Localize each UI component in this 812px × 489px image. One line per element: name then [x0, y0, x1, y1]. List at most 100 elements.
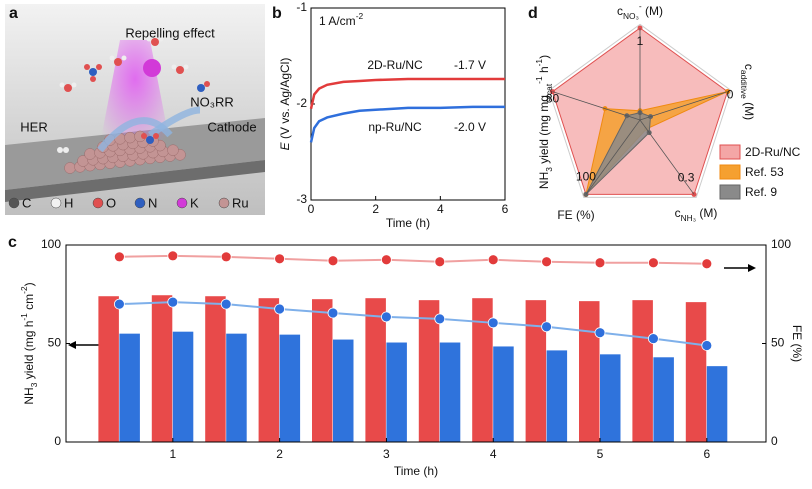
ru-atom [124, 131, 136, 144]
point [487, 317, 499, 329]
point [274, 253, 286, 265]
legend-label: 2D-Ru/NC [745, 145, 801, 159]
x-tick-label: 2 [276, 447, 283, 461]
legend-label: O [106, 195, 116, 210]
series-end-label: -1.7 V [454, 58, 486, 72]
series-line [309, 77, 505, 110]
point [594, 257, 606, 269]
subscript: NO₃ [623, 11, 639, 21]
point [594, 327, 606, 339]
subscript: cat [544, 83, 554, 95]
arrow-head [748, 264, 756, 272]
bar [312, 299, 333, 442]
legend-swatch [719, 144, 741, 160]
superscript: -1 [534, 59, 544, 67]
subscript: NH₃ [681, 213, 697, 223]
text-part: c [675, 206, 681, 220]
radar-axis [585, 119, 641, 195]
axis-label: cNO₃- (M) [617, 1, 663, 21]
text-part: ) [22, 282, 36, 286]
legend-swatch [218, 197, 230, 209]
x-tick-label: 6 [703, 447, 710, 461]
bar [632, 300, 653, 442]
ru-atom [64, 162, 76, 174]
bar [365, 298, 386, 442]
superscript: - [639, 1, 642, 11]
y2-tick-label: 50 [771, 336, 785, 350]
point [220, 298, 232, 310]
bar [439, 342, 461, 442]
point [648, 333, 659, 344]
axis-label: cadditive (M) [739, 64, 756, 120]
legend-label: Ref. 53 [745, 165, 784, 179]
legend-swatch [134, 197, 146, 209]
text-part: ) [537, 55, 551, 59]
radar-axis [552, 91, 641, 121]
legend-label: N [148, 195, 157, 210]
ru-atom [84, 148, 96, 160]
series-label: 2D-Ru/NC [367, 58, 423, 72]
legend-label: H [64, 195, 73, 210]
text-part: 1 A/cm [319, 14, 356, 28]
bar [226, 333, 247, 442]
legend-label: Ref. 9 [745, 185, 777, 199]
point [220, 251, 232, 263]
bar [258, 298, 280, 442]
point [327, 307, 339, 319]
point [380, 311, 392, 323]
bar [205, 296, 226, 442]
caption: NO₃RR [190, 94, 234, 109]
text-part: yield (mg mg [537, 95, 551, 167]
x-tick-label: 0 [308, 202, 315, 216]
radar-axis [639, 119, 695, 195]
point [274, 303, 286, 315]
y-tick-label: 50 [48, 336, 62, 350]
arrow [147, 106, 201, 138]
legend-swatch [719, 164, 741, 180]
text-part: FE (%) [557, 208, 594, 222]
point [434, 313, 446, 325]
bar [706, 366, 728, 442]
axis-label: NH3 yield (mg mgcat-1 h-1) [534, 55, 554, 189]
y2-tick-label: 100 [771, 237, 791, 251]
text-part: h [537, 66, 551, 76]
point [701, 258, 713, 270]
y-tick-label: -3 [296, 192, 307, 206]
text-part: c [617, 4, 623, 18]
x-tick-label: 1 [169, 447, 176, 461]
caption: Cathode [207, 119, 256, 134]
caption: HER [20, 119, 47, 134]
axis-end-label: 1 [637, 34, 644, 48]
axis-end-label: 0 [727, 88, 734, 102]
x-tick-label: 6 [502, 202, 509, 216]
point [541, 256, 552, 268]
legend-swatch [176, 197, 188, 209]
legend-label: Ru [232, 195, 249, 210]
bar [172, 331, 194, 442]
text-part: (M) [742, 99, 756, 120]
annotation: 1 A/cm-2 [319, 11, 363, 28]
x-axis-label: Time (h) [386, 216, 430, 230]
x-tick-label: 2 [372, 202, 379, 216]
axis-end-label: 80 [546, 92, 560, 106]
bar [151, 295, 173, 442]
ru-cluster [64, 130, 186, 174]
x-tick-label: 4 [490, 447, 497, 461]
point [541, 321, 552, 333]
bar [98, 296, 119, 442]
bar [685, 302, 707, 442]
bar [546, 350, 568, 442]
bar [600, 354, 621, 442]
bar [333, 339, 354, 442]
plot-frame [310, 7, 506, 201]
panel-label: c [8, 234, 17, 251]
bar [525, 300, 547, 442]
point [114, 298, 125, 310]
point [167, 296, 179, 308]
point [327, 255, 339, 267]
caption: Repelling effect [125, 25, 215, 40]
legend-swatch [8, 197, 20, 209]
series-line [309, 105, 505, 143]
superscript: -2 [19, 286, 29, 294]
